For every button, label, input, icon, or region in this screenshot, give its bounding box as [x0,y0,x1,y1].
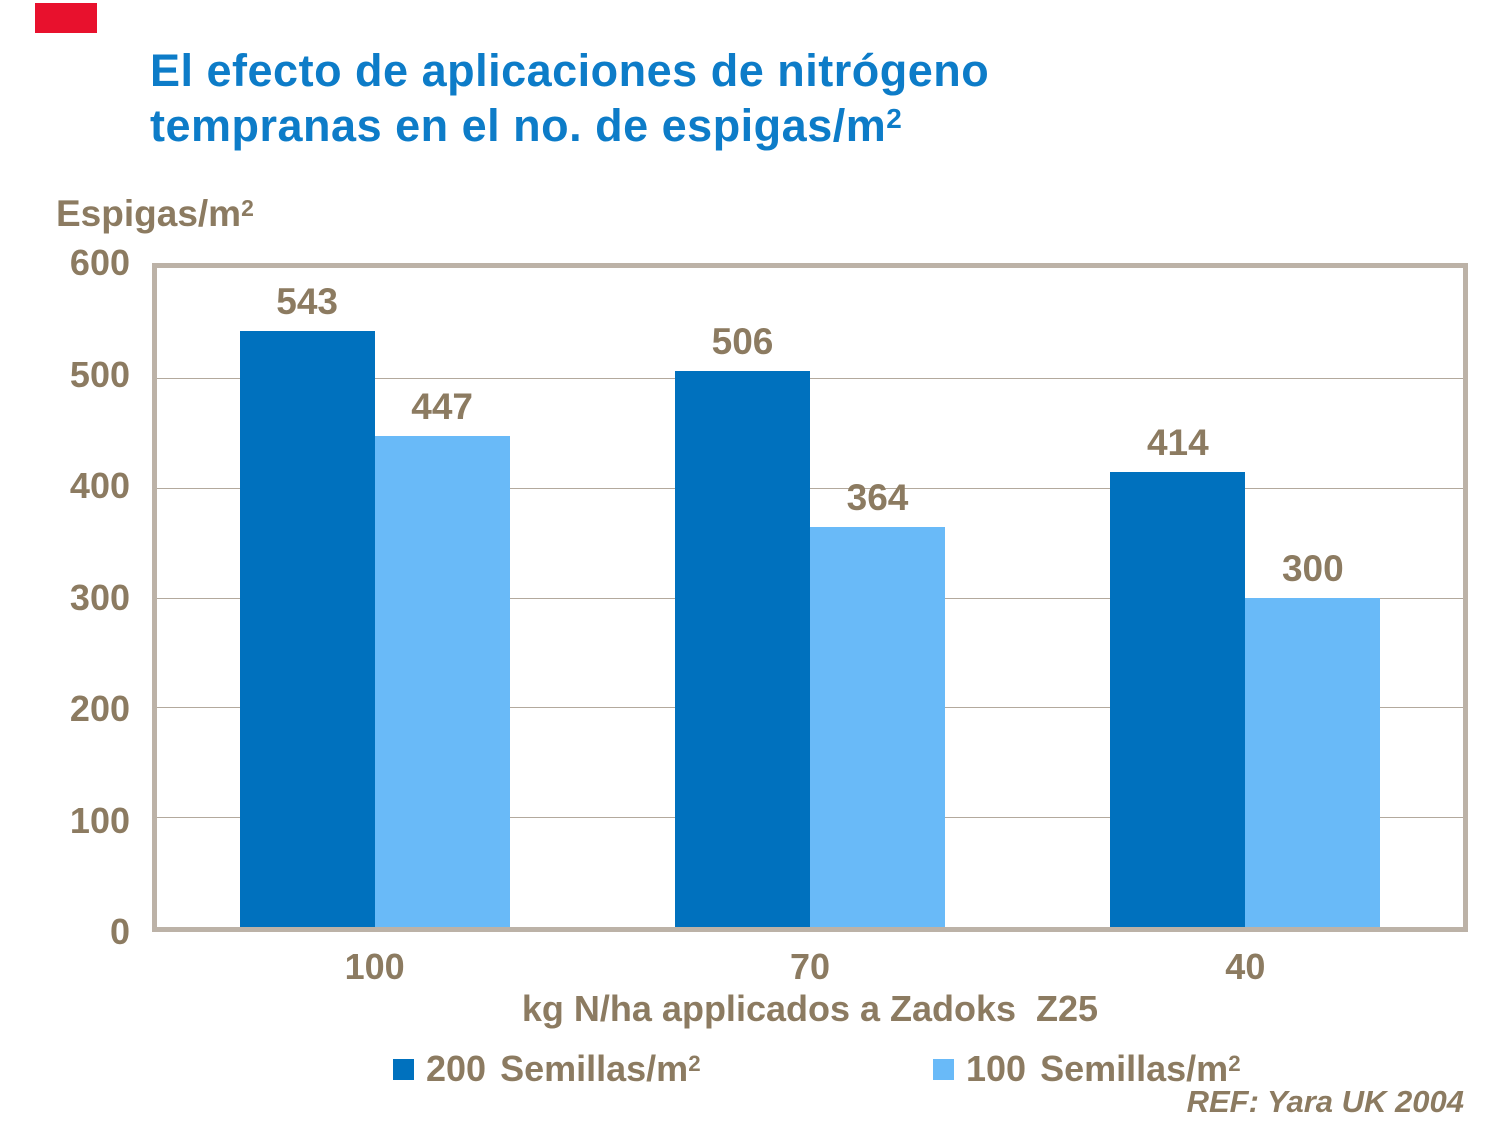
bar-value-label: 447 [411,386,474,428]
bar-value-label: 414 [1146,422,1209,464]
y-tick-label-600: 600 [69,242,130,283]
y-tick-label-200: 200 [69,688,130,729]
legend-label: Semillas/m2 [500,1048,701,1089]
y-tick-label-400: 400 [69,465,130,506]
title-line-2: tempranas en el no. de espigas/m [150,99,887,151]
y-tick-label-500: 500 [69,353,130,395]
legend-superscript: 2 [1228,1050,1241,1076]
gridline-500 [157,377,1463,379]
bar-100-semillas-70 [810,527,945,927]
gridline-400 [157,487,1463,489]
title-superscript: 2 [886,103,903,135]
x-category-label-40: 40 [1225,946,1266,987]
bar-200-semillas-40 [1110,472,1246,927]
legend-item-200-semillas: 200 Semillas/m2 [393,1048,701,1090]
bar-value-label: 300 [1281,547,1344,589]
bar-value-label: 543 [276,280,339,322]
legend-label: Semillas/m2 [1040,1048,1241,1089]
legend-swatch-icon [933,1058,954,1080]
bar-100-semillas-100 [374,436,510,927]
legend-number: 100 [966,1048,1027,1089]
y-tick-label-300: 300 [69,576,130,618]
legend-item-100-semillas: 100 Semillas/m2 [933,1048,1241,1090]
x-category-label-100: 100 [344,946,405,987]
reference-text: REF: Yara UK 2004 [1186,1084,1464,1119]
y-tick-label-100: 100 [69,799,130,841]
chart-title: El efecto de aplicaciones de nitrógeno t… [150,44,989,154]
legend-superscript: 2 [688,1050,701,1076]
x-axis-title: kg N/ha applicados a Zadoks Z25 [521,988,1099,1029]
bar-200-semillas-70 [675,371,810,927]
y-tick-label-0: 0 [109,911,130,952]
bar-value-label: 364 [846,477,909,519]
red-accent-bar [35,3,97,33]
y-axis-title-text: Espigas/m [56,193,242,234]
bar-value-label: 506 [711,321,774,363]
bar-200-semillas-100 [239,330,375,927]
plot-area: 543 447 506 364 414 300 [152,263,1468,932]
y-axis-title-superscript: 2 [241,194,254,221]
x-category-label-70: 70 [789,946,831,987]
legend-swatch-icon [393,1058,414,1080]
y-axis-title: Espigas/m2 [56,193,254,235]
title-line-1: El efecto de aplicaciones de nitrógeno [150,45,990,96]
legend: 200 Semillas/m2 100 Semillas/m2 [0,1048,1500,1098]
legend-number: 200 [426,1048,487,1089]
bar-100-semillas-40 [1245,597,1381,927]
